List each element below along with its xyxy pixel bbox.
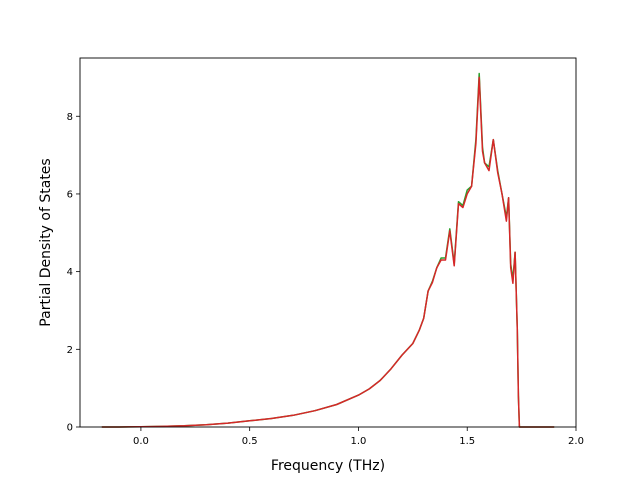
x-tick-label: 2.0 — [568, 436, 584, 447]
y-tick-label: 2 — [67, 345, 73, 356]
y-axis-ticks: 0 2 4 6 8 — [67, 112, 80, 434]
x-tick-label: 1.5 — [459, 436, 475, 447]
series-layer — [101, 72, 555, 428]
series-line-2 — [101, 76, 555, 428]
x-axis-ticks: 0.0 0.5 1.0 1.5 2.0 — [133, 427, 584, 447]
x-axis-label: Frequency (THz) — [271, 458, 385, 474]
series-line-1 — [101, 72, 555, 428]
x-tick-label: 0.5 — [242, 436, 258, 447]
y-tick-label: 4 — [67, 267, 73, 278]
y-axis-label: Partial Density of States — [38, 158, 54, 326]
plot-area-frame — [79, 57, 577, 428]
y-tick-label: 6 — [67, 189, 73, 200]
y-tick-label: 8 — [67, 112, 73, 123]
x-tick-label: 0.0 — [133, 436, 149, 447]
x-tick-label: 1.0 — [351, 436, 367, 447]
y-tick-label: 0 — [67, 423, 73, 434]
